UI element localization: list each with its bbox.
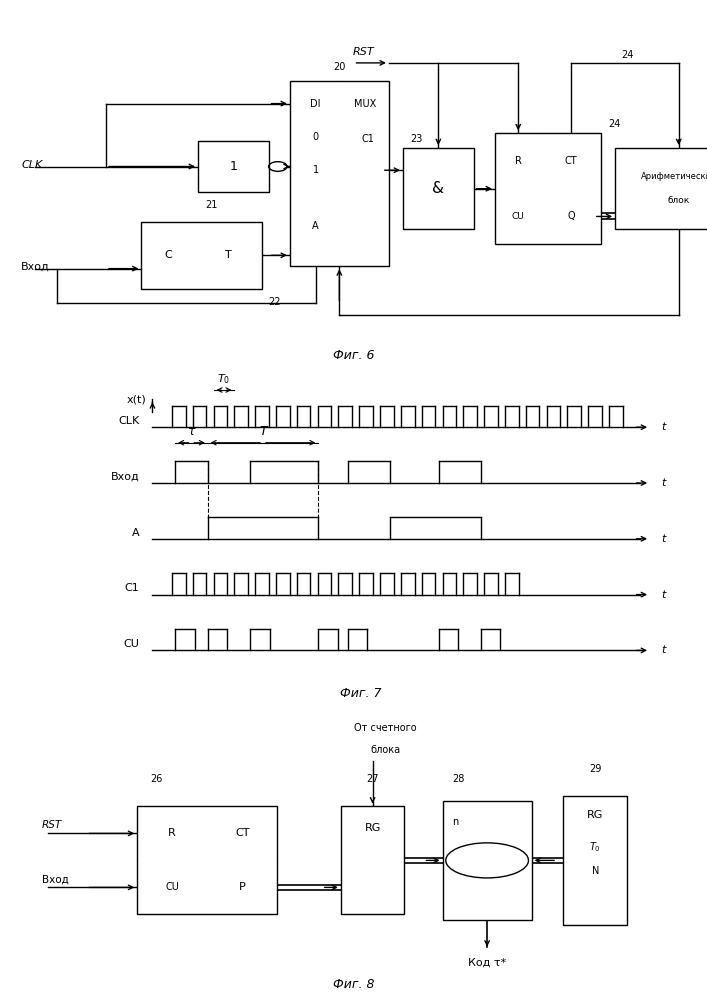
Text: R: R xyxy=(168,828,176,838)
Text: t: t xyxy=(661,534,665,544)
Text: T: T xyxy=(259,425,267,438)
Text: T: T xyxy=(225,250,231,260)
Text: DI: DI xyxy=(310,99,321,109)
Text: 20: 20 xyxy=(333,62,346,72)
Text: 28: 28 xyxy=(452,774,464,784)
Text: CLK: CLK xyxy=(21,160,42,170)
Text: t: t xyxy=(661,590,665,600)
Text: 26: 26 xyxy=(150,774,163,784)
Bar xyxy=(443,801,532,920)
Text: CU: CU xyxy=(512,212,525,221)
Text: RST: RST xyxy=(42,820,62,830)
Bar xyxy=(341,806,404,914)
Text: t: t xyxy=(661,422,665,432)
Text: 1: 1 xyxy=(229,160,238,173)
Text: C1: C1 xyxy=(124,583,139,593)
Text: x(t): x(t) xyxy=(126,394,146,404)
Bar xyxy=(141,222,262,289)
Text: 24: 24 xyxy=(621,50,634,60)
Bar xyxy=(198,141,269,192)
Text: CT: CT xyxy=(565,156,578,166)
Text: блока: блока xyxy=(370,745,400,755)
Text: CU: CU xyxy=(165,882,179,892)
Bar xyxy=(563,796,627,925)
Text: Q: Q xyxy=(568,211,575,221)
Text: Вход: Вход xyxy=(42,874,69,884)
Text: C1: C1 xyxy=(361,134,374,144)
Text: Фиг. 7: Фиг. 7 xyxy=(340,687,381,700)
Text: R: R xyxy=(515,156,522,166)
Bar xyxy=(495,133,601,244)
Text: 21: 21 xyxy=(205,200,218,210)
Bar xyxy=(137,806,277,914)
Text: RG: RG xyxy=(587,810,604,820)
Bar xyxy=(403,148,474,229)
Text: MUX: MUX xyxy=(354,99,376,109)
Text: P: P xyxy=(239,882,245,892)
Text: 29: 29 xyxy=(589,764,602,774)
Bar xyxy=(615,148,707,229)
Text: 0: 0 xyxy=(312,132,319,142)
Text: N: N xyxy=(592,866,599,876)
Text: CU: CU xyxy=(124,639,139,649)
Text: C: C xyxy=(164,250,172,260)
Text: t: t xyxy=(661,478,665,488)
Text: τ: τ xyxy=(187,425,195,438)
Text: CLK: CLK xyxy=(118,416,139,426)
Text: Арифметический: Арифметический xyxy=(641,172,707,181)
Text: 1: 1 xyxy=(312,165,319,175)
Bar xyxy=(290,81,389,266)
Text: Фиг. 8: Фиг. 8 xyxy=(333,978,374,991)
Text: От счетного: От счетного xyxy=(354,723,416,733)
Text: $T_0$: $T_0$ xyxy=(217,372,230,386)
Text: $T_0$: $T_0$ xyxy=(590,841,601,854)
Text: 22: 22 xyxy=(269,297,281,307)
Text: Фиг. 6: Фиг. 6 xyxy=(333,349,374,362)
Text: Код τ*: Код τ* xyxy=(468,958,506,968)
Text: 27: 27 xyxy=(366,774,379,784)
Text: CT: CT xyxy=(235,828,250,838)
Text: A: A xyxy=(132,528,139,538)
Text: t: t xyxy=(661,645,665,655)
Text: 24: 24 xyxy=(608,119,621,129)
Text: RST: RST xyxy=(353,47,375,57)
Text: Вход: Вход xyxy=(111,472,139,482)
Text: RG: RG xyxy=(364,823,381,833)
Text: n: n xyxy=(452,817,458,827)
Text: Вход: Вход xyxy=(21,262,50,272)
Text: 23: 23 xyxy=(410,134,423,144)
Text: &: & xyxy=(433,181,444,196)
Text: блок: блок xyxy=(667,196,690,205)
Text: A: A xyxy=(312,221,319,231)
